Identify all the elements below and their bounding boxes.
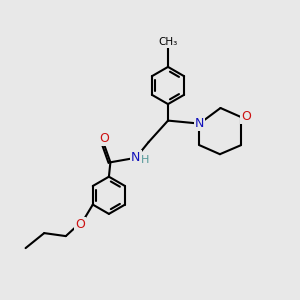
Text: N: N <box>195 117 204 130</box>
Text: CH₃: CH₃ <box>158 37 178 47</box>
Text: O: O <box>242 110 251 124</box>
Text: O: O <box>99 132 109 145</box>
Text: H: H <box>141 155 150 165</box>
Text: O: O <box>75 218 85 231</box>
Text: N: N <box>131 151 141 164</box>
